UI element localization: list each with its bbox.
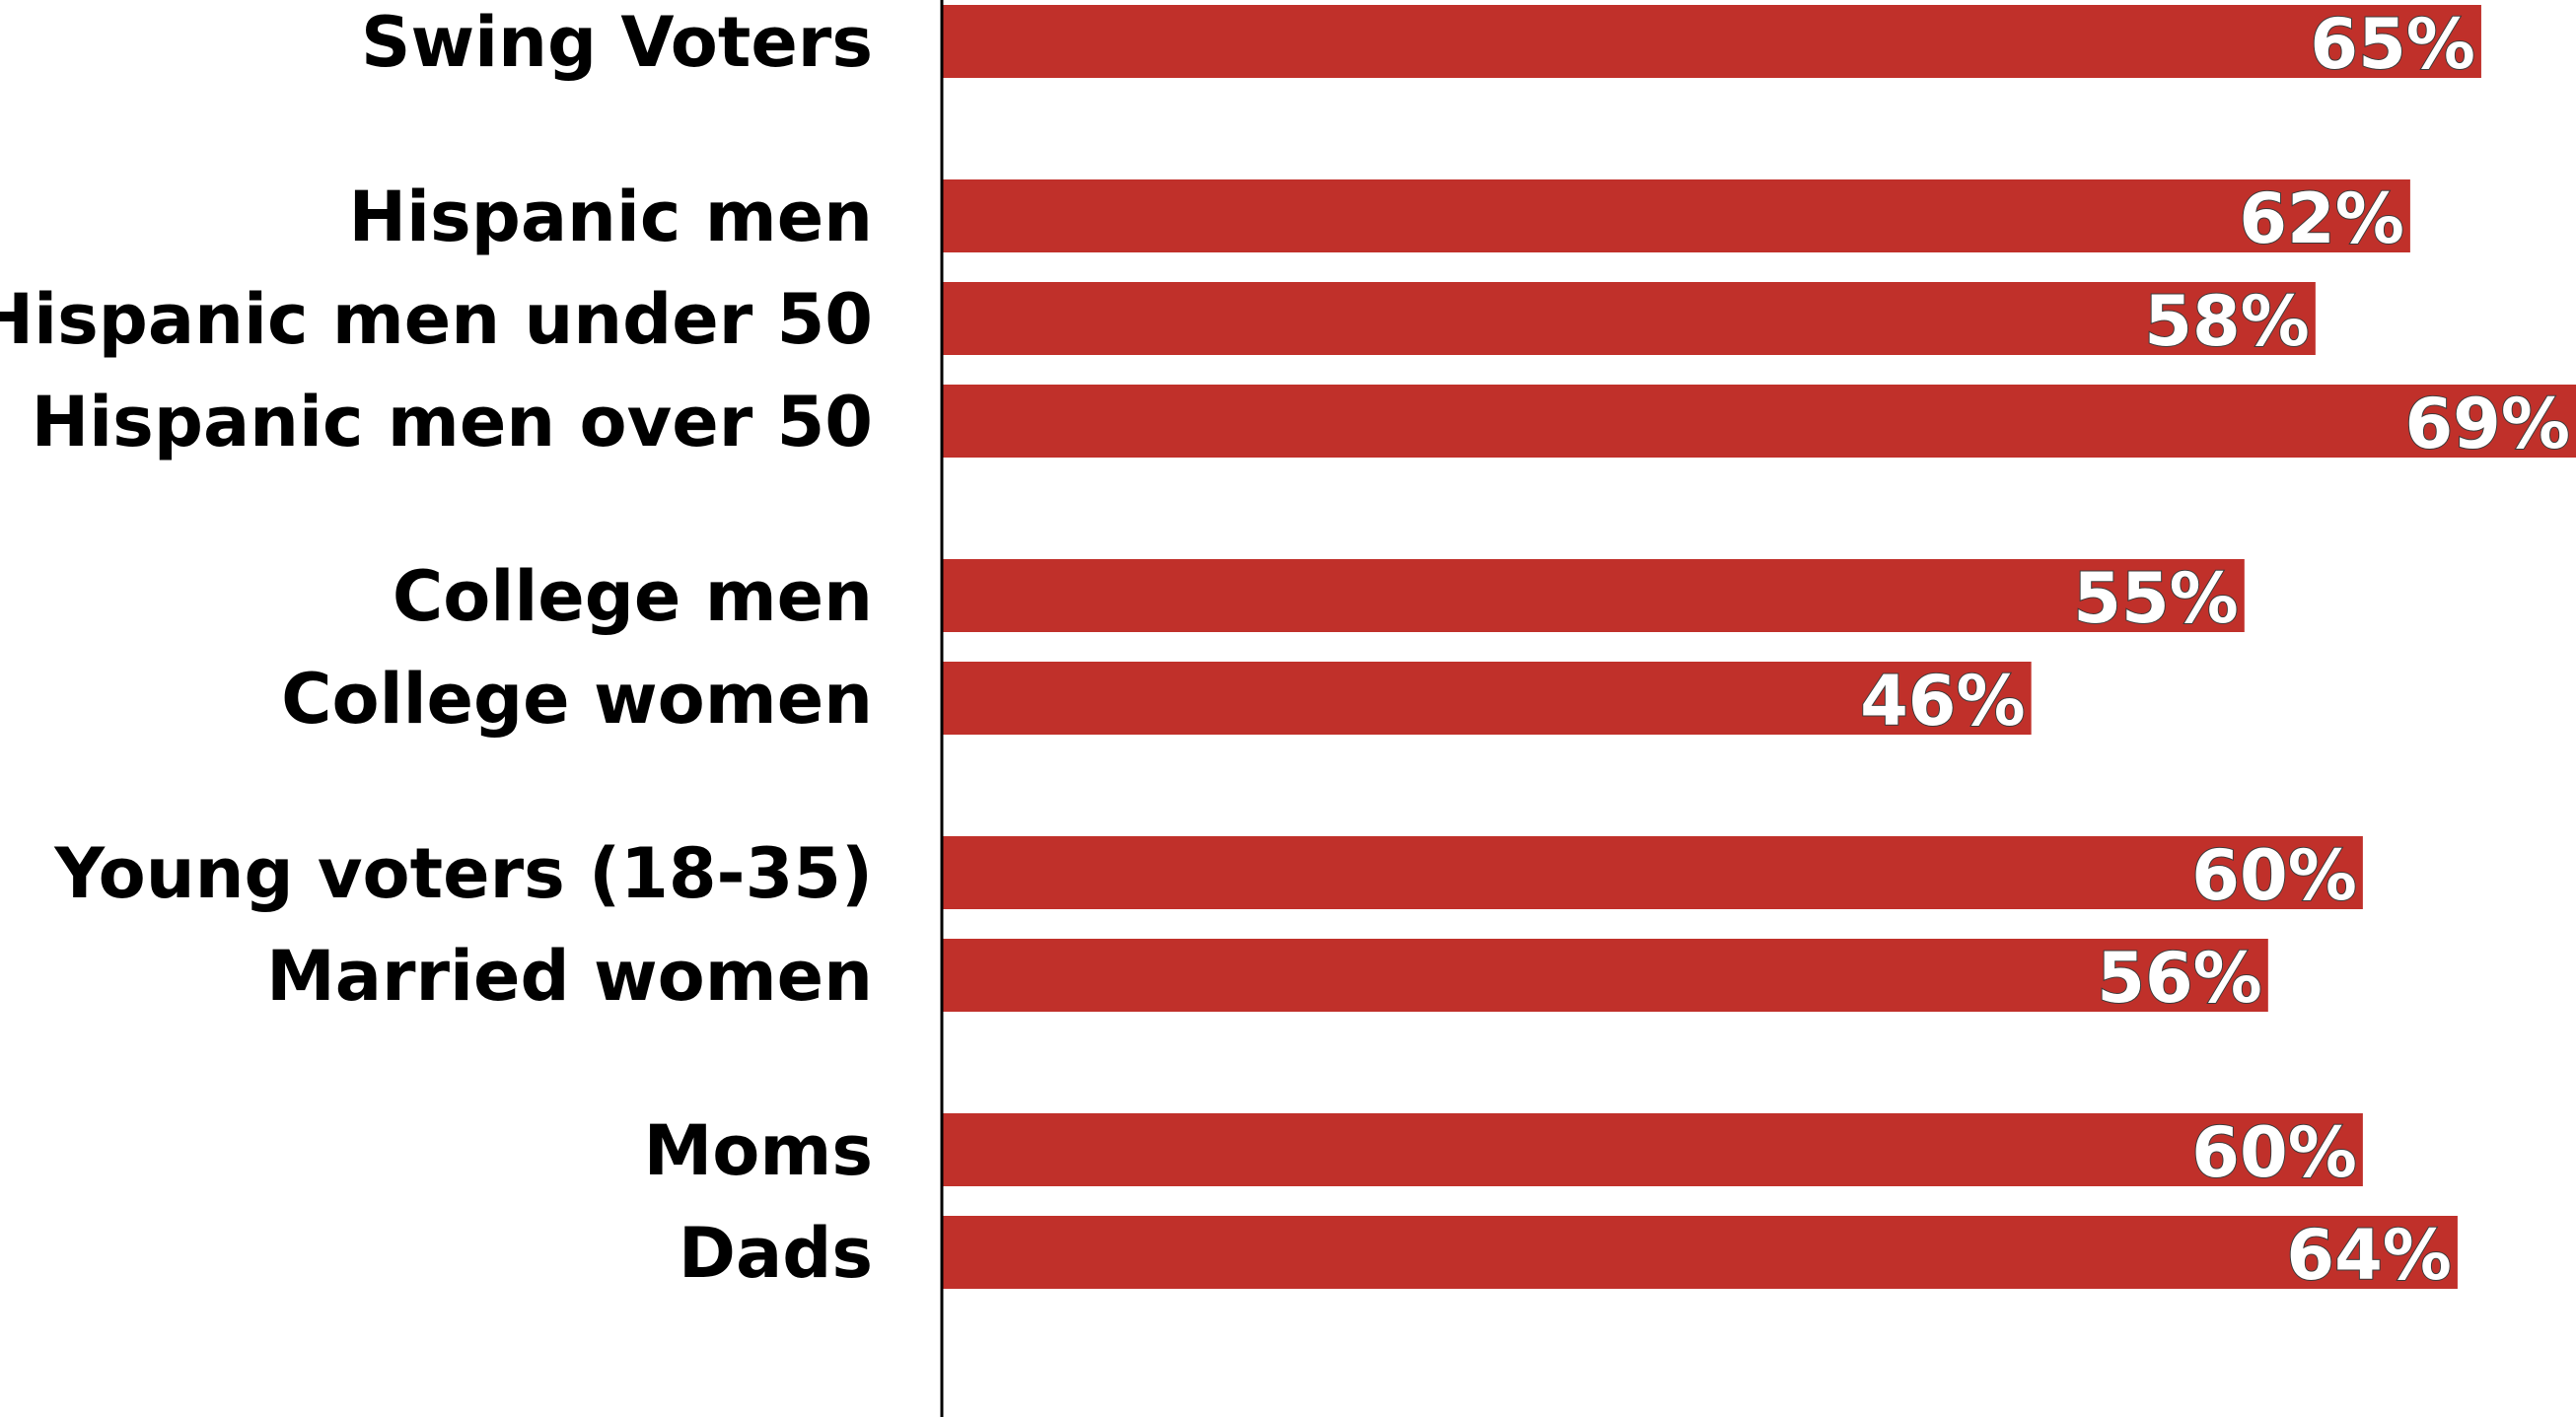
value-label-4: 55% (2073, 558, 2239, 639)
value-labels-layer: 65% 62% 58% 69% 55% 46% 60% 56% 60% 64% (1859, 3, 2571, 1297)
value-label-0: 65% (2310, 4, 2475, 85)
value-label-6: 60% (2191, 835, 2357, 916)
bar-1 (942, 179, 2410, 252)
category-labels-layer: Swing Voters Hispanic men Hispanic men und… (0, 2, 873, 1294)
value-label-1: 62% (2239, 178, 2404, 259)
category-label-1: Hispanic men (348, 177, 873, 257)
bar-9 (942, 1216, 2458, 1289)
category-label-5: College women (281, 659, 873, 740)
bar-8 (942, 1113, 2363, 1186)
value-label-8: 60% (2191, 1112, 2357, 1193)
value-label-9: 64% (2286, 1215, 2452, 1296)
category-label-9: Dads (679, 1213, 873, 1294)
category-label-8: Moms (644, 1110, 873, 1191)
category-label-2: Hispanic men under 50 (0, 279, 873, 360)
bar-6 (942, 836, 2363, 909)
bar-4 (942, 559, 2245, 632)
category-label-6: Young voters (18-35) (53, 833, 873, 914)
category-label-3: Hispanic men over 50 (32, 382, 873, 462)
value-label-2: 58% (2144, 281, 2310, 362)
value-label-5: 46% (1860, 661, 2026, 742)
bar-5 (942, 662, 2032, 735)
bars-layer (942, 5, 2576, 1289)
bar-3 (942, 385, 2576, 458)
category-label-0: Swing Voters (361, 2, 873, 83)
value-label-3: 69% (2404, 384, 2570, 464)
category-label-7: Married women (266, 936, 873, 1017)
category-label-4: College men (393, 556, 873, 637)
bar-7 (942, 939, 2268, 1012)
value-label-7: 56% (2097, 938, 2262, 1019)
bar-0 (942, 5, 2481, 78)
bar-2 (942, 282, 2316, 355)
